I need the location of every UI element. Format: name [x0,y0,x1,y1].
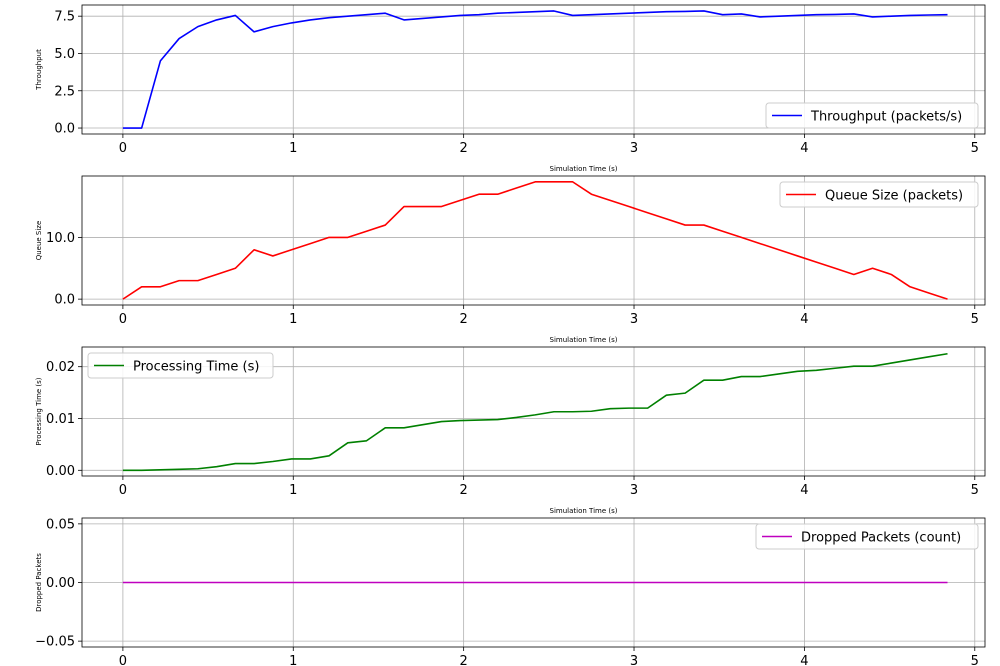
series-line [122,10,948,129]
subplot-2: 0 1 2 3 4 5 0.0 10.0 Simulation Time (s) Queue Si… [35,175,986,344]
x-tick-label: 2 [460,483,468,498]
y-tick-label: 0.0 [54,293,75,308]
y-tick-label: 0.00 [46,464,75,479]
subplot-3: 0 1 2 3 4 5 0.00 0.01 0.02 Simulation Time (s) Pro… [35,346,986,515]
x-tick-label: 5 [971,141,979,156]
y-tick-label: 2.5 [54,84,75,99]
y-axis-label: Dropped Packets [35,553,43,612]
y-tick-label: 5.0 [54,47,75,62]
x-tick-label: 0 [119,483,127,498]
y-tick-label: 0.01 [46,412,75,427]
legend-label: Dropped Packets (count) [801,531,961,546]
axes-frame [81,175,986,306]
x-tick-label: 3 [630,654,638,666]
x-axis-label: Simulation Time (s) [550,507,618,515]
subplot-1: 0 1 2 3 4 5 0.0 2.5 5.0 7.5 Simulation Time (s) Thr… [35,4,986,173]
x-tick-label: 5 [971,654,979,666]
legend-label: Queue Size (packets) [825,189,963,204]
x-tick-label: 1 [289,654,297,666]
x-tick-label: 2 [460,141,468,156]
y-tick-label: −0.05 [35,635,75,650]
legend-box [87,352,274,379]
legend-box [765,102,979,129]
x-axis-label: Simulation Time (s) [550,336,618,344]
x-tick-label: 4 [800,483,808,498]
x-axis-label: Simulation Time (s) [550,165,618,173]
axes-frame [81,4,986,135]
x-tick-label: 3 [630,483,638,498]
legend-box [755,523,979,550]
x-tick-label: 1 [289,141,297,156]
x-tick-label: 1 [289,312,297,327]
x-tick-label: 1 [289,483,297,498]
y-tick-label: 0.0 [54,122,75,137]
x-tick-label: 4 [800,312,808,327]
legend: Dropped Packets (count) [755,523,979,550]
x-tick-label: 0 [119,312,127,327]
legend-box [779,181,979,208]
y-axis-label: Throughput [35,49,43,91]
legend: Throughput (packets/s) [765,102,979,129]
legend-label: Throughput (packets/s) [810,110,962,125]
y-tick-label: 0.02 [46,360,75,375]
x-tick-label: 2 [460,654,468,666]
x-tick-label: 0 [119,141,127,156]
y-tick-label: 0.05 [46,517,75,532]
series-line [122,181,948,300]
x-tick-label: 0 [119,654,127,666]
y-axis-label: Processing Time (s) [35,377,43,445]
y-axis-label: Queue Size [35,221,43,261]
x-tick-label: 5 [971,483,979,498]
x-tick-label: 3 [630,141,638,156]
y-tick-label: 10.0 [46,231,75,246]
legend: Processing Time (s) [87,352,274,379]
y-tick-label: 7.5 [54,10,75,25]
legend: Queue Size (packets) [779,181,979,208]
legend-label: Processing Time (s) [133,360,259,375]
y-tick-label: 0.00 [46,576,75,591]
x-tick-label: 3 [630,312,638,327]
x-tick-label: 4 [800,654,808,666]
x-tick-label: 5 [971,312,979,327]
subplot-4: 0 1 2 3 4 5 −0.05 0.00 0.05 Dropped Packets Droppe… [35,517,986,666]
series-line [122,352,948,472]
x-tick-label: 4 [800,141,808,156]
x-tick-label: 2 [460,312,468,327]
axes-frame [81,346,986,477]
